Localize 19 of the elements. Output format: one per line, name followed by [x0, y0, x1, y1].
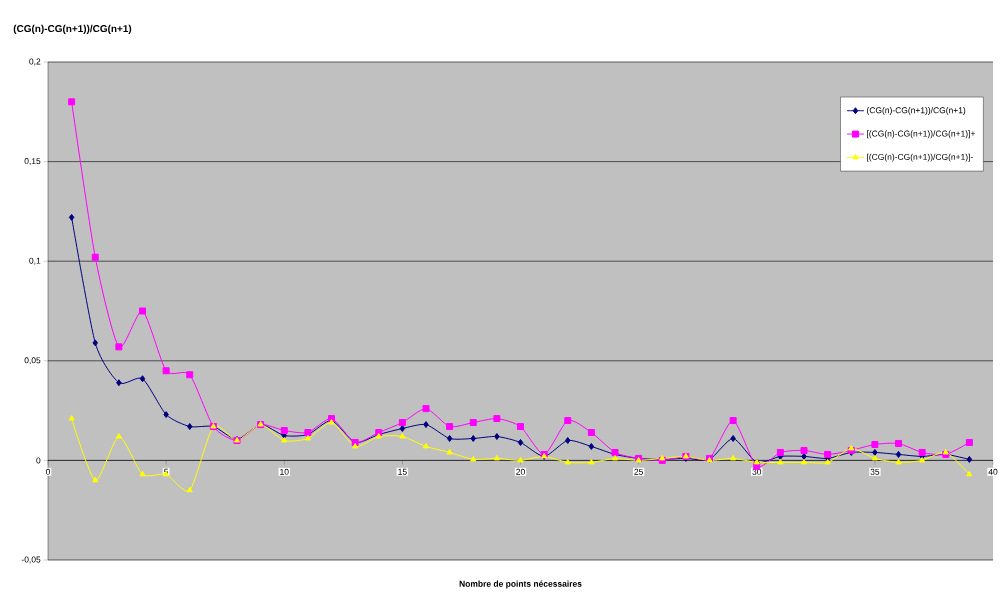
y-tick-label: 0 — [36, 457, 41, 464]
x-tick-label: 0 — [45, 468, 51, 475]
x-tick-label: 15 — [398, 468, 407, 475]
x-tick-label: 30 — [752, 468, 762, 475]
legend-label: (CG(n)-CG(n+1))/CG(n+1) — [867, 107, 966, 115]
x-tick-label: 20 — [516, 468, 525, 475]
x-tick-label: 40 — [988, 468, 998, 475]
x-tick-label: 10 — [280, 468, 289, 475]
x-tick-label: 35 — [870, 468, 880, 475]
x-tick-label: 25 — [634, 468, 643, 475]
x-axis-title: Nombre de points nécessaires — [459, 580, 582, 589]
y-tick-label: 0,05 — [24, 357, 41, 365]
legend-label: [(CG(n)-CG(n+1))/CG(n+1)]- — [867, 153, 973, 162]
y-tick-label: 0,1 — [29, 257, 41, 265]
y-axis-title: (CG(n)-CG(n+1))/CG(n+1) — [13, 24, 132, 35]
legend-label: [(CG(n)-CG(n+1))/CG(n+1)]+ — [867, 130, 975, 139]
y-tick-label: 0,15 — [24, 158, 41, 166]
y-tick-label: 0,2 — [29, 58, 41, 66]
y-tick-label: -0,05 — [21, 556, 41, 564]
